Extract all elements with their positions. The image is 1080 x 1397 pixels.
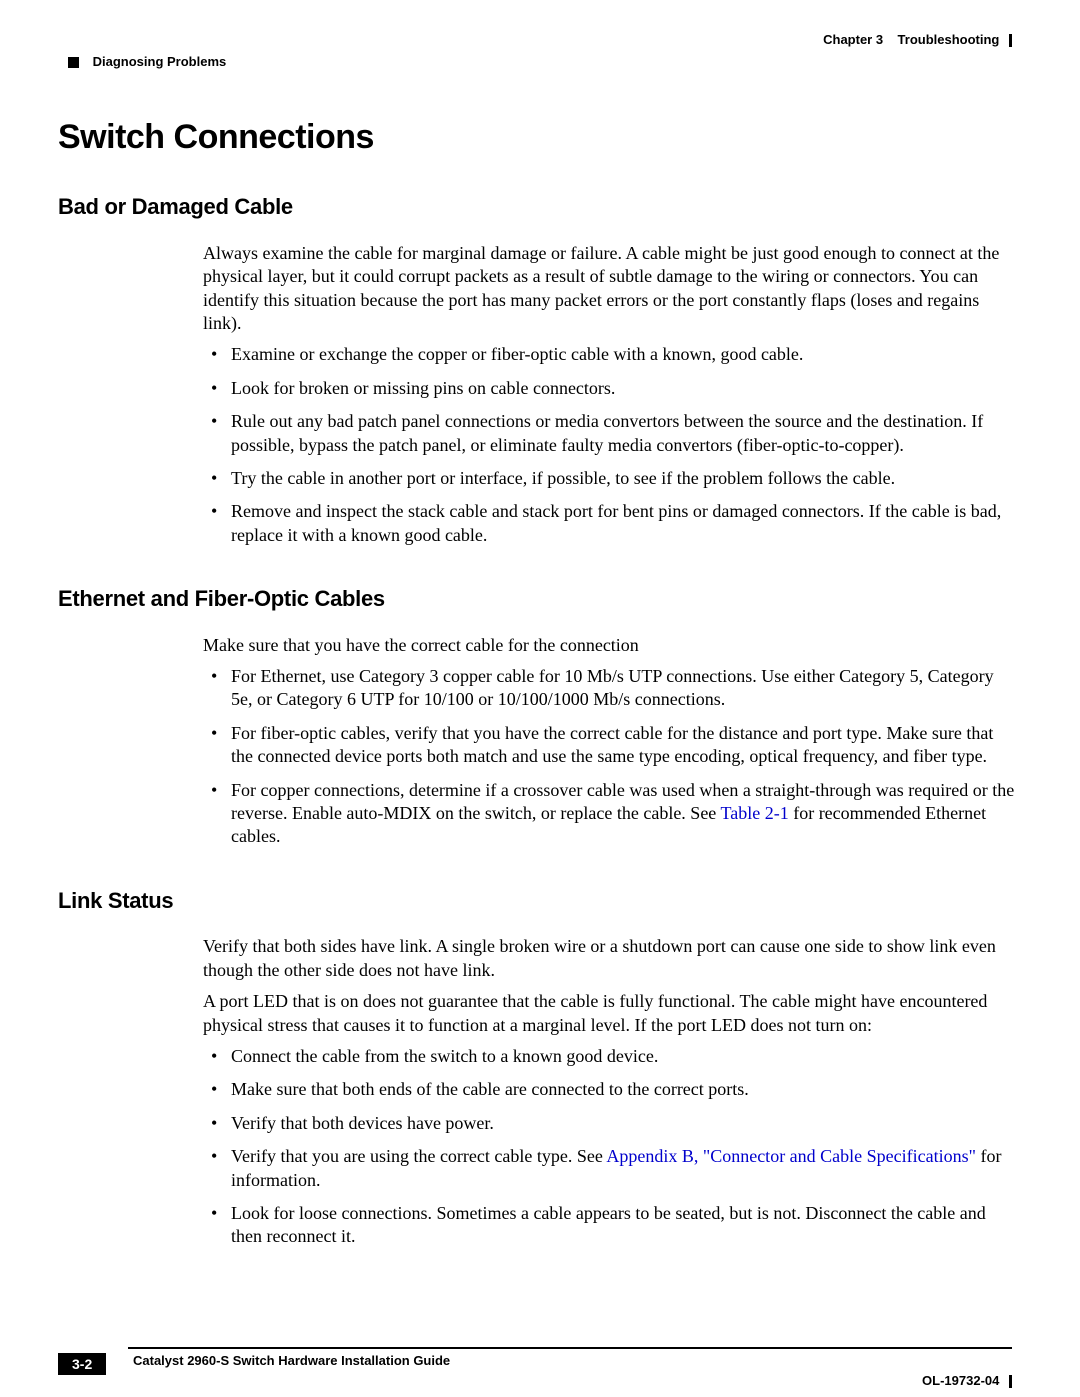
bullet-text-pre: Verify that you are using the correct ca… (231, 1146, 606, 1166)
list-item: Examine or exchange the copper or fiber-… (203, 343, 1018, 366)
bullet-list: Examine or exchange the copper or fiber-… (203, 343, 1018, 547)
footer-rule (128, 1347, 1012, 1349)
page-number-badge: 3-2 (58, 1353, 106, 1375)
list-item: Verify that both devices have power. (203, 1112, 1018, 1135)
chapter-title: Troubleshooting (898, 32, 1000, 47)
list-item: For copper connections, determine if a c… (203, 779, 1018, 849)
intro-paragraph: Always examine the cable for marginal da… (203, 242, 1018, 336)
section-body-3: Verify that both sides have link. A sing… (203, 935, 1018, 1248)
list-item: Verify that you are using the correct ca… (203, 1145, 1018, 1192)
list-item: Try the cable in another port or interfa… (203, 467, 1018, 490)
list-item: Look for broken or missing pins on cable… (203, 377, 1018, 400)
section-label: Diagnosing Problems (93, 54, 227, 69)
header-square-icon (68, 57, 79, 68)
list-item: Look for loose connections. Sometimes a … (203, 1202, 1018, 1249)
section-heading-1: Bad or Damaged Cable (58, 193, 1018, 222)
section-heading-2: Ethernet and Fiber-Optic Cables (58, 585, 1018, 614)
list-item: Connect the cable from the switch to a k… (203, 1045, 1018, 1068)
header-chapter: Chapter 3 Troubleshooting (823, 32, 1012, 49)
header-bar-icon (1009, 34, 1012, 47)
appendix-link[interactable]: Appendix B, "Connector and Cable Specifi… (606, 1146, 976, 1166)
section-body-2: Make sure that you have the correct cabl… (203, 634, 1018, 849)
list-item: Remove and inspect the stack cable and s… (203, 500, 1018, 547)
page-header: Chapter 3 Troubleshooting Diagnosing Pro… (0, 32, 1080, 62)
doc-id-text: OL-19732-04 (922, 1373, 999, 1388)
page-title: Switch Connections (58, 115, 1018, 159)
header-section: Diagnosing Problems (68, 54, 226, 71)
paragraph: A port LED that is on does not guarantee… (203, 990, 1018, 1037)
chapter-number: Chapter 3 (823, 32, 883, 47)
list-item: For fiber-optic cables, verify that you … (203, 722, 1018, 769)
table-link[interactable]: Table 2-1 (720, 803, 788, 823)
footer-doc-id: OL-19732-04 (922, 1373, 1012, 1390)
bullet-list: For Ethernet, use Category 3 copper cabl… (203, 665, 1018, 849)
list-item: Rule out any bad patch panel connections… (203, 410, 1018, 457)
footer-guide-title: Catalyst 2960-S Switch Hardware Installa… (133, 1353, 450, 1370)
section-heading-3: Link Status (58, 887, 1018, 916)
list-item: Make sure that both ends of the cable ar… (203, 1078, 1018, 1101)
paragraph: Verify that both sides have link. A sing… (203, 935, 1018, 982)
footer-bar-icon (1009, 1375, 1012, 1388)
list-item: For Ethernet, use Category 3 copper cabl… (203, 665, 1018, 712)
page-content: Switch Connections Bad or Damaged Cable … (58, 115, 1018, 1287)
bullet-list: Connect the cable from the switch to a k… (203, 1045, 1018, 1249)
section-body-1: Always examine the cable for marginal da… (203, 242, 1018, 547)
intro-paragraph: Make sure that you have the correct cabl… (203, 634, 1018, 657)
